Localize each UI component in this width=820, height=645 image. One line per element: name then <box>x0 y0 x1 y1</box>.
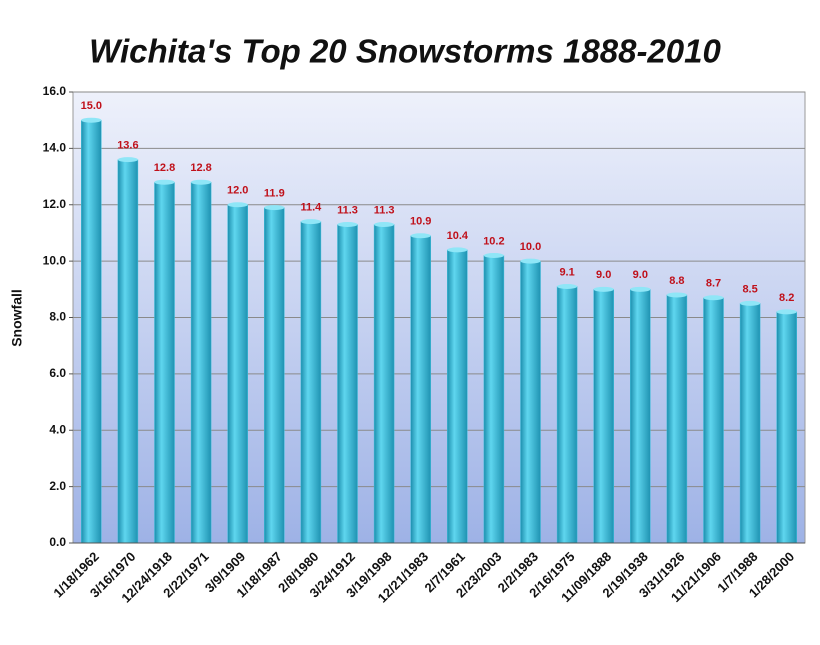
value-label: 10.2 <box>483 235 504 247</box>
value-label: 12.8 <box>190 162 211 174</box>
value-label: 13.6 <box>117 140 138 152</box>
y-tick-label: 14.0 <box>43 141 67 155</box>
bar <box>117 159 139 544</box>
bar <box>227 204 248 544</box>
bar-cap <box>374 221 395 227</box>
value-label: 8.8 <box>669 275 684 287</box>
bar-cap <box>630 286 651 292</box>
bar <box>81 119 102 544</box>
chart-title: Wichita's Top 20 Snowstorms 1888-2010 <box>89 33 721 70</box>
value-label: 10.4 <box>447 230 469 242</box>
y-tick-label: 16.0 <box>43 84 67 98</box>
value-label: 11.3 <box>374 204 395 216</box>
bar <box>337 224 358 544</box>
value-label: 8.2 <box>779 292 794 304</box>
value-label: 12.0 <box>227 185 248 197</box>
bar <box>264 207 285 544</box>
bar-cap <box>81 117 102 123</box>
bar <box>373 224 395 544</box>
bar <box>447 249 468 544</box>
bar-cap <box>337 221 358 227</box>
bar <box>483 255 505 544</box>
bar-cap <box>740 300 761 306</box>
bar <box>776 311 797 544</box>
bar <box>556 286 578 544</box>
y-axis-label: Snowfall <box>9 289 25 347</box>
bar <box>666 294 688 544</box>
value-label: 10.0 <box>520 241 541 253</box>
bar-cap <box>227 202 248 208</box>
bar <box>300 221 322 544</box>
bar <box>154 181 175 544</box>
value-label: 11.3 <box>337 204 358 216</box>
bar-cap <box>483 252 504 258</box>
bar <box>520 260 541 544</box>
y-tick-label: 0.0 <box>49 535 66 549</box>
bar-cap <box>776 309 797 315</box>
bar <box>593 289 614 544</box>
y-tick-label: 6.0 <box>49 366 66 380</box>
value-label: 8.7 <box>706 278 721 290</box>
value-label: 9.0 <box>633 269 648 281</box>
bar-cap <box>447 247 468 253</box>
bar-cap <box>557 283 578 289</box>
bar-cap <box>593 286 614 292</box>
value-label: 15.0 <box>81 100 102 112</box>
value-label: 8.5 <box>742 283 757 295</box>
value-label: 11.4 <box>300 202 322 214</box>
bar <box>190 181 212 544</box>
bar-cap <box>191 179 212 185</box>
bar-cap <box>117 157 138 163</box>
y-tick-label: 4.0 <box>49 422 66 436</box>
bar-cap <box>154 179 175 185</box>
bar <box>703 297 724 544</box>
bar-cap <box>703 295 724 301</box>
y-tick-label: 10.0 <box>43 253 67 267</box>
bar-cap <box>666 292 687 298</box>
value-label: 11.9 <box>264 187 285 199</box>
value-label: 10.9 <box>410 216 431 228</box>
bar-cap <box>520 258 541 264</box>
value-label: 12.8 <box>154 162 175 174</box>
value-label: 9.1 <box>559 266 574 278</box>
y-tick-label: 8.0 <box>49 310 66 324</box>
value-label: 9.0 <box>596 269 611 281</box>
y-tick-label: 2.0 <box>49 479 66 493</box>
bar <box>630 289 651 544</box>
bar-cap <box>300 219 321 225</box>
bar <box>739 303 761 544</box>
bar <box>410 235 431 544</box>
bar-cap <box>264 205 285 211</box>
y-tick-label: 12.0 <box>43 197 67 211</box>
bar-cap <box>410 233 431 239</box>
